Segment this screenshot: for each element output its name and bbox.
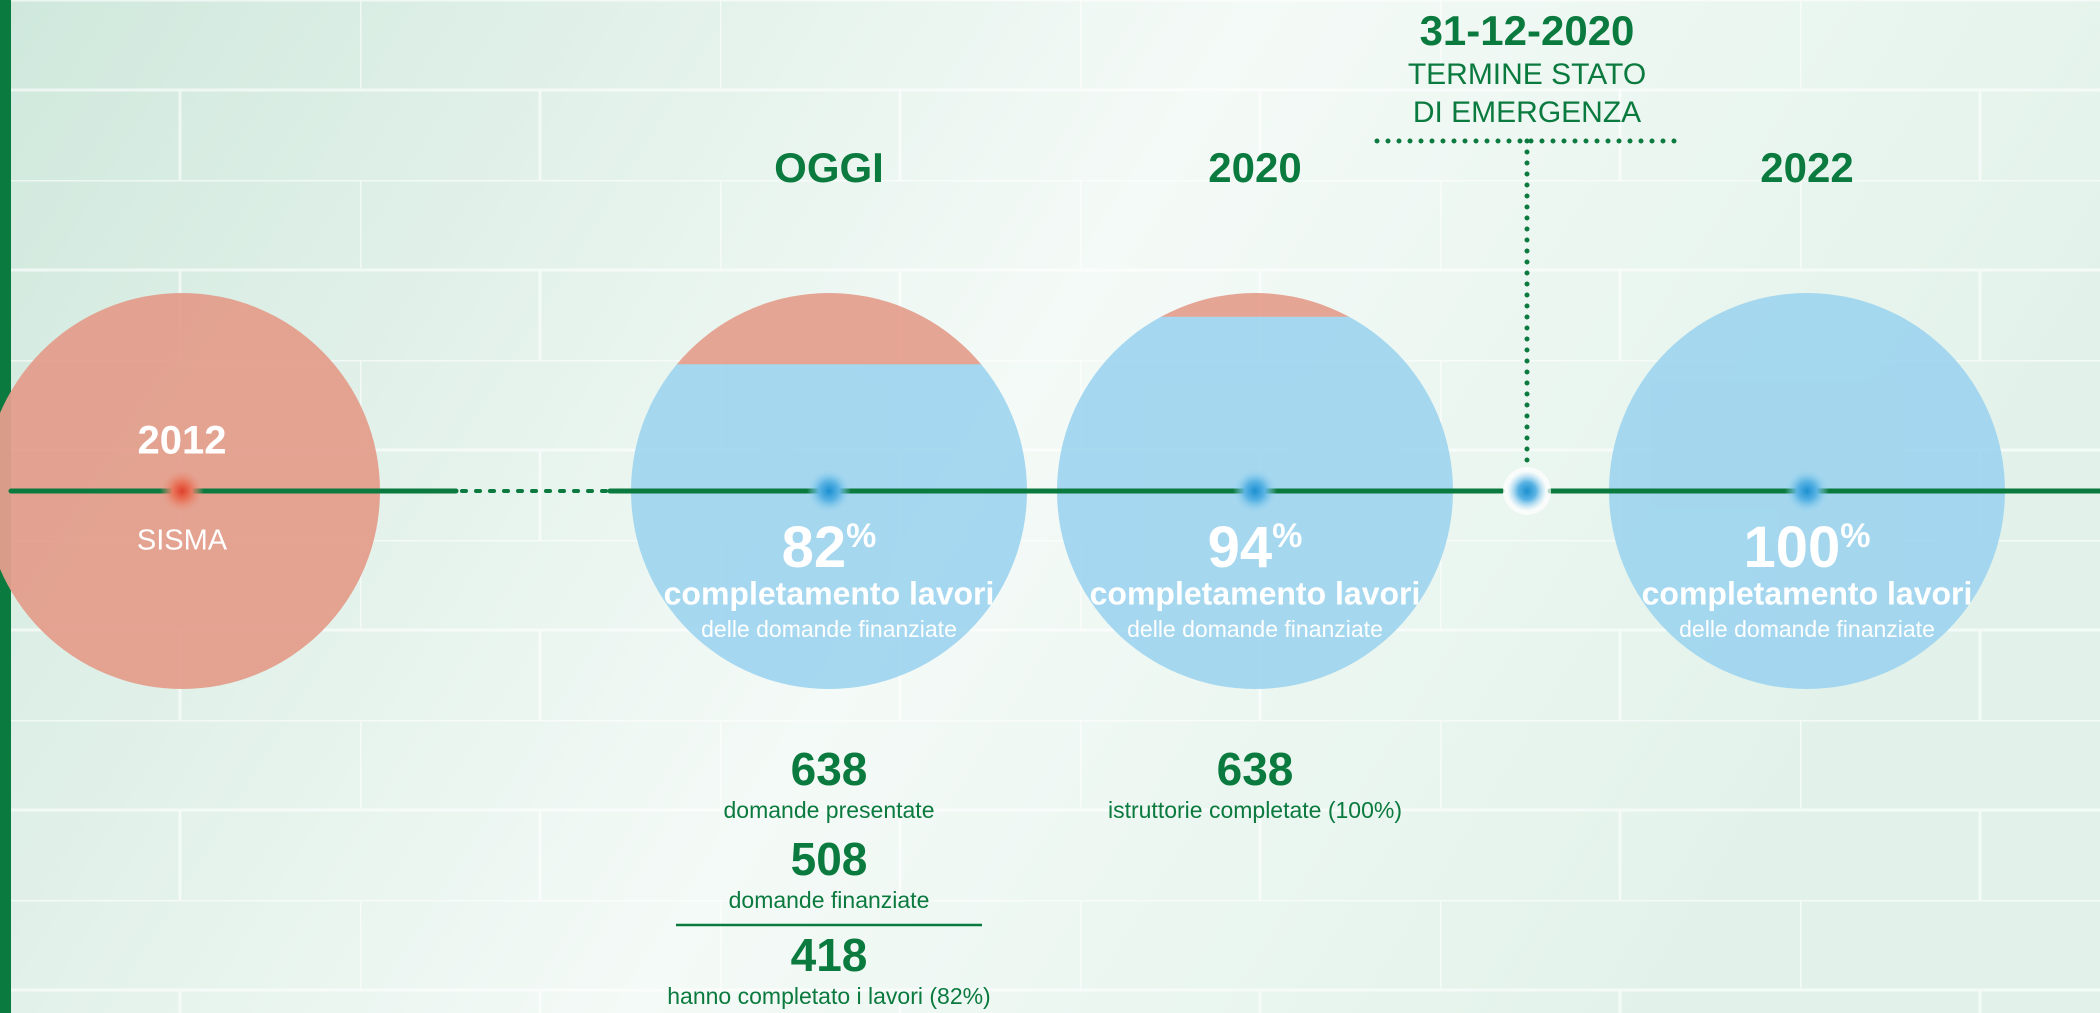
- emergency-dot: [1507, 471, 1547, 511]
- circle-subtitle: delle domande finanziate: [1679, 616, 1935, 642]
- stat-value: 418: [791, 929, 868, 981]
- stat-label: hanno completato i lavori (82%): [667, 983, 990, 1009]
- percent-sign: %: [846, 517, 876, 555]
- percent-sign: %: [1840, 517, 1870, 555]
- stat-label: domande presentate: [724, 797, 935, 823]
- timeline-dot: [807, 469, 851, 513]
- emergency-text: DI EMERGENZA: [1413, 96, 1641, 129]
- circle-title: completamento lavori: [664, 575, 995, 611]
- percent-label: 100%: [1743, 515, 1870, 580]
- stat-value: 638: [1217, 743, 1294, 795]
- circle-subtitle: delle domande finanziate: [701, 616, 957, 642]
- stat-value: 508: [791, 833, 868, 885]
- percent-sign: %: [1272, 517, 1302, 555]
- node-header: 2020: [1208, 144, 1301, 191]
- stat-label: istruttorie completate (100%): [1108, 797, 1402, 823]
- emergency-text: TERMINE STATO: [1408, 58, 1646, 91]
- circle-title: completamento lavori: [1642, 575, 1973, 611]
- percent-label: 94%: [1208, 515, 1303, 580]
- percent-value: 100: [1743, 515, 1840, 580]
- percent-value: 82: [782, 515, 847, 580]
- percent-label: 82%: [782, 515, 877, 580]
- circle-subtitle: delle domande finanziate: [1127, 616, 1383, 642]
- timeline-dot: [160, 469, 204, 513]
- year-label: 2012: [138, 419, 227, 463]
- node-header: 2022: [1760, 144, 1853, 191]
- emergency-date: 31-12-2020: [1420, 7, 1635, 54]
- stat-label: domande finanziate: [729, 887, 930, 913]
- circle-title: completamento lavori: [1090, 575, 1421, 611]
- stat-value: 638: [791, 743, 868, 795]
- percent-value: 94: [1208, 515, 1273, 580]
- timeline-dot: [1233, 469, 1277, 513]
- completed-fill: [631, 364, 1027, 689]
- event-label: SISMA: [137, 525, 228, 557]
- timeline-dot: [1785, 469, 1829, 513]
- node-header: OGGI: [774, 144, 884, 191]
